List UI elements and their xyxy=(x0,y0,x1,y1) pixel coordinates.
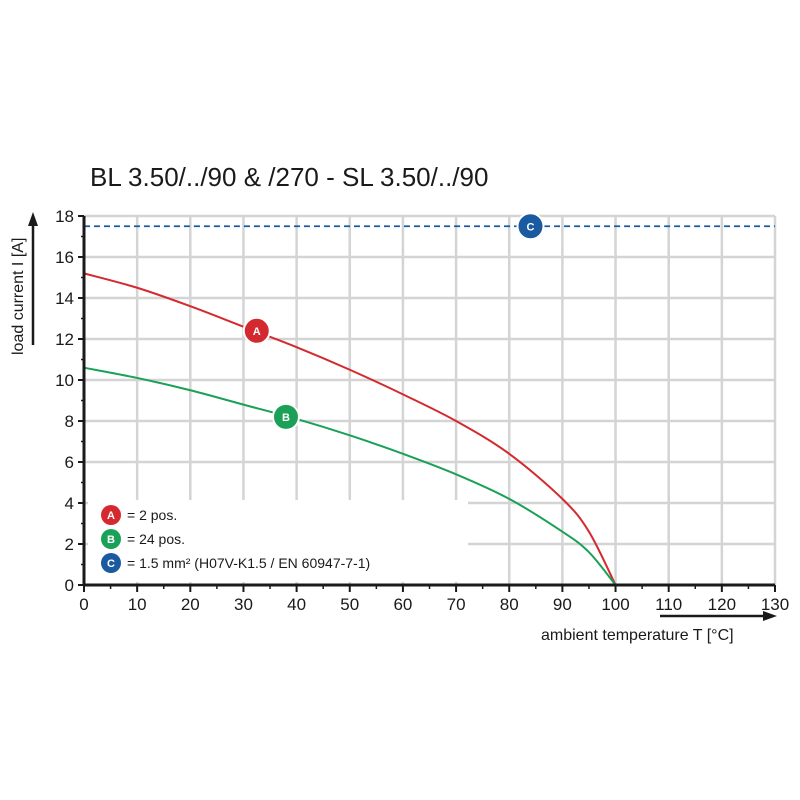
legend-marker-c xyxy=(101,553,121,573)
x-tick-label: 0 xyxy=(79,595,88,614)
chart-title: BL 3.50/../90 & /270 - SL 3.50/../90 xyxy=(90,162,488,192)
marker-label-a: A xyxy=(253,326,261,338)
x-tick-label: 130 xyxy=(761,595,789,614)
y-tick-label: 2 xyxy=(65,535,74,554)
x-tick-label: 60 xyxy=(393,595,412,614)
legend-marker-label: B xyxy=(107,534,115,546)
legend-marker-b xyxy=(101,529,121,549)
x-tick-label: 70 xyxy=(447,595,466,614)
legend-marker-label: A xyxy=(107,510,115,522)
marker-c xyxy=(516,212,545,241)
curve-markers: A B C xyxy=(242,212,545,431)
marker-label-c: C xyxy=(527,221,535,233)
curves xyxy=(83,225,775,586)
x-tick-label: 50 xyxy=(340,595,359,614)
legend-text-b: = 24 pos. xyxy=(127,531,185,547)
y-tick-label: 18 xyxy=(55,207,74,226)
legend: A = 2 pos. B = 24 pos. C = 1.5 mm² (H07V-K1.5… xyxy=(88,500,468,582)
axes xyxy=(28,212,777,621)
x-tick-label: 80 xyxy=(500,595,519,614)
legend-marker-label: C xyxy=(107,558,115,570)
series-line-b xyxy=(83,366,617,586)
y-tick-label: 12 xyxy=(55,330,74,349)
y-tick-label: 4 xyxy=(65,494,74,513)
y-tick-label: 10 xyxy=(55,371,74,390)
marker-b xyxy=(271,402,300,431)
y-axis-label: load current I [A] xyxy=(10,238,27,355)
x-tick-label: 100 xyxy=(601,595,629,614)
marker-a xyxy=(242,316,271,345)
marker-label-b: B xyxy=(282,412,290,424)
y-arrow-head xyxy=(28,212,38,226)
legend-text-c: = 1.5 mm² (H07V-K1.5 / EN 60947-7-1) xyxy=(127,555,370,571)
x-tick-label: 20 xyxy=(181,595,200,614)
legend-box xyxy=(88,500,468,582)
legend-text-a: = 2 pos. xyxy=(127,507,177,523)
x-tick-label: 40 xyxy=(287,595,306,614)
y-tick-label: 0 xyxy=(65,576,74,595)
x-tick-label: 30 xyxy=(234,595,253,614)
x-tick-label: 90 xyxy=(553,595,572,614)
y-tick-label: 16 xyxy=(55,248,74,267)
legend-marker-a xyxy=(101,505,121,525)
x-arrow-head xyxy=(763,611,777,621)
series-line-a xyxy=(83,272,617,586)
x-tick-label: 10 xyxy=(128,595,147,614)
tick-labels: 0 10 20 30 40 50 60 70 80 90 100 110 120 130 0 2 4 6 8 10 12… xyxy=(55,207,789,614)
x-tick-label: 110 xyxy=(655,595,682,614)
x-tick-label: 120 xyxy=(708,595,736,614)
x-axis-label: ambient temperature T [°C] xyxy=(541,627,734,644)
y-tick-label: 14 xyxy=(55,289,74,308)
y-tick-label: 6 xyxy=(65,453,74,472)
y-tick-label: 8 xyxy=(65,412,74,431)
